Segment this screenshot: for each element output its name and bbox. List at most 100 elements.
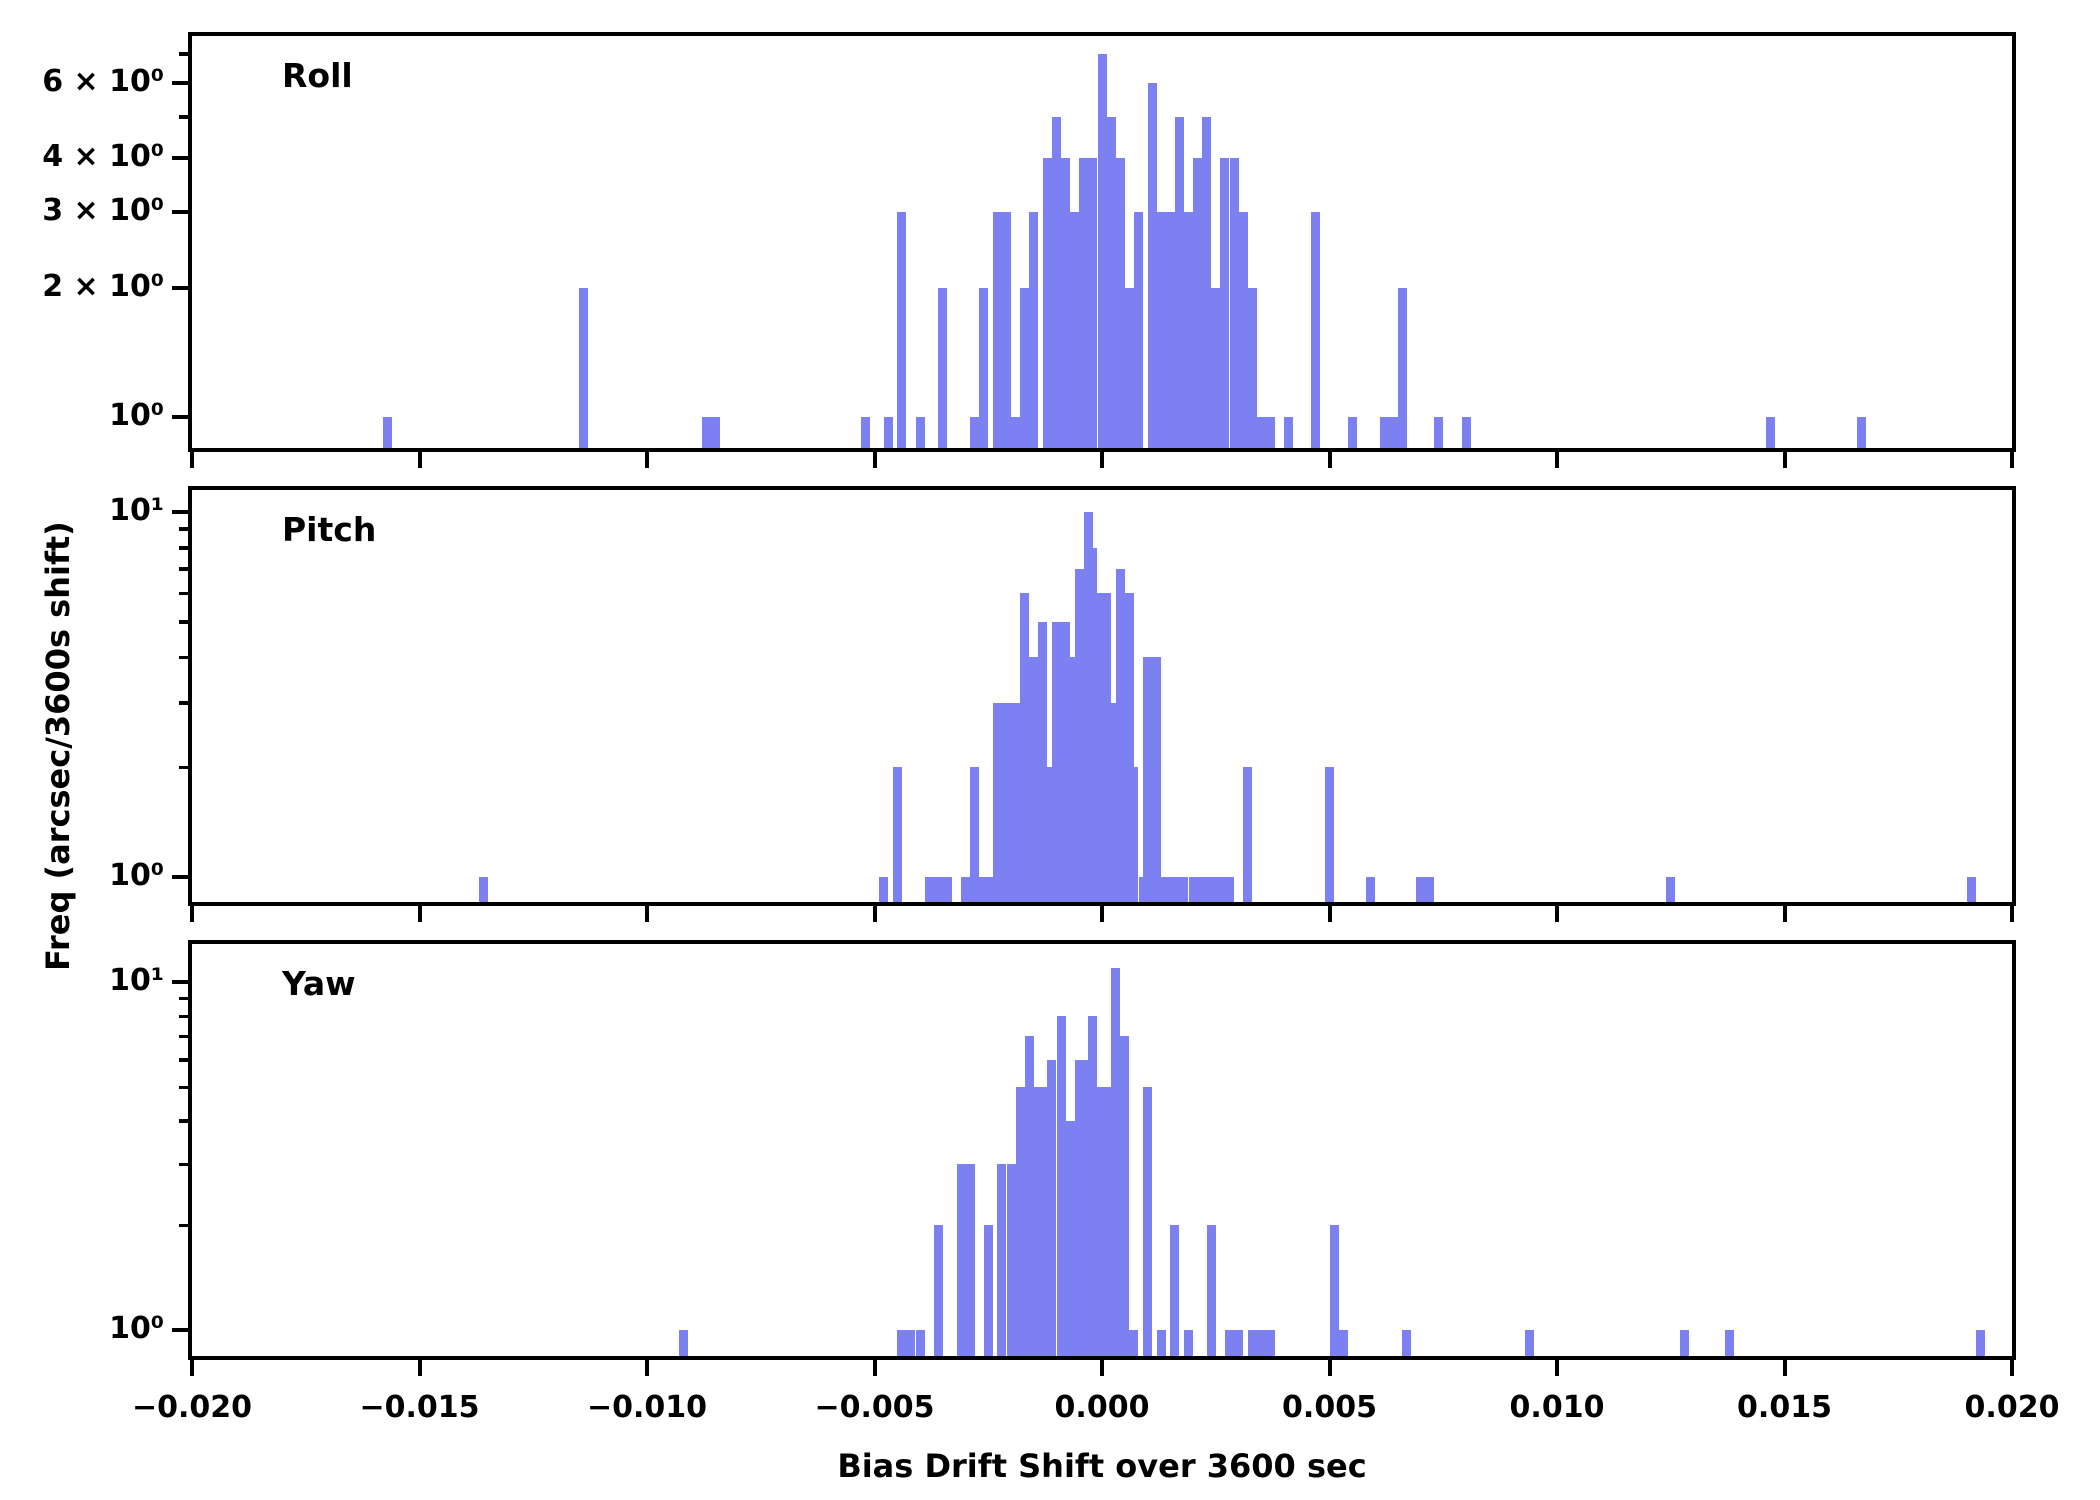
x-tick [417, 906, 422, 922]
histogram-bar [1047, 1059, 1057, 1356]
histogram-bar [1220, 158, 1230, 448]
y-tick [172, 156, 188, 161]
histogram-bar [933, 877, 943, 902]
histogram-bar [1052, 622, 1061, 902]
histogram-bar [1165, 211, 1175, 448]
histogram-bar [1033, 1087, 1043, 1356]
histogram-bar [1065, 1120, 1075, 1356]
histogram-bar [979, 287, 989, 448]
histogram-bar [678, 1330, 688, 1356]
y-tick [172, 980, 188, 985]
histogram-bar [1174, 116, 1184, 448]
y-minor-tick [179, 1034, 188, 1039]
histogram-bar [1079, 1059, 1089, 1356]
x-tick [1100, 906, 1104, 922]
histogram-bar [1397, 287, 1407, 448]
x-tick [645, 1360, 649, 1376]
histogram-bar [938, 287, 948, 448]
y-tick [172, 1328, 188, 1333]
x-tick [872, 906, 877, 922]
histogram-bar [860, 417, 870, 448]
histogram-bar [478, 877, 488, 902]
histogram-bar [1024, 1036, 1034, 1356]
histogram-bar [956, 1164, 966, 1356]
histogram-bar [1020, 593, 1030, 902]
histogram-bar [1152, 657, 1162, 902]
histogram-bar [1247, 1330, 1257, 1356]
y-tick-label: 3 × 10⁰ [42, 192, 164, 228]
histogram-bar [1038, 622, 1048, 902]
histogram-bar [1265, 1330, 1275, 1356]
y-minor-tick [179, 655, 188, 660]
histogram-bar [1029, 211, 1039, 448]
x-tick [1555, 1360, 1559, 1376]
histogram-bar [1093, 593, 1102, 902]
histogram-bar [1001, 211, 1011, 448]
y-tick [172, 209, 188, 214]
histogram-bar [710, 417, 720, 448]
histogram-bar [1083, 512, 1093, 902]
y-minor-tick [179, 527, 188, 531]
histogram-bar [1975, 1330, 1985, 1356]
y-tick [172, 415, 188, 419]
histogram-bar [1129, 1330, 1139, 1356]
histogram-bar [1179, 877, 1189, 902]
y-tick-label: 10¹ [109, 493, 164, 529]
histogram-bar [1047, 767, 1057, 902]
histogram-bar [1265, 417, 1275, 448]
histogram-bar [933, 1225, 943, 1356]
histogram-bar [988, 877, 998, 902]
x-tick-label: 0.005 [1282, 1390, 1377, 1425]
y-minor-tick [179, 1085, 188, 1090]
histogram-bar [1224, 1330, 1234, 1356]
x-tick [645, 452, 649, 468]
histogram-bar [1070, 657, 1080, 902]
histogram-bar [1079, 158, 1089, 448]
histogram-bar [915, 417, 925, 448]
x-tick [1100, 1360, 1104, 1376]
x-tick-label: −0.020 [131, 1390, 253, 1425]
y-minor-tick [179, 1014, 188, 1019]
histogram-bar [1247, 287, 1257, 448]
histogram-bar [1170, 877, 1180, 902]
pitch-bars [192, 490, 2012, 902]
histogram-bar [1088, 158, 1098, 448]
histogram-bar [992, 211, 1002, 448]
y-minor-tick [179, 1058, 188, 1062]
histogram-bar [1366, 877, 1375, 902]
histogram-bar [1143, 657, 1152, 902]
x-tick [2010, 452, 2014, 468]
y-minor-tick [179, 701, 188, 705]
histogram-bar [1679, 1330, 1689, 1356]
histogram-bar [1666, 877, 1676, 902]
histogram-bar [1966, 877, 1976, 902]
histogram-bar [1311, 211, 1321, 448]
histogram-bar [1056, 1016, 1066, 1356]
histogram-bar [1147, 82, 1157, 448]
histogram-bar [1766, 417, 1776, 448]
histogram-bar [1143, 1087, 1152, 1356]
histogram-bar [1156, 1330, 1166, 1356]
y-minor-tick [179, 1162, 188, 1167]
roll-panel-title: Roll [282, 56, 353, 95]
y-tick [172, 510, 188, 515]
y-tick-label: 10⁰ [109, 398, 164, 433]
y-tick [172, 874, 188, 879]
histogram-bar [979, 877, 989, 902]
y-minor-tick [179, 546, 188, 550]
histogram-bar [1202, 116, 1212, 448]
x-tick-label: 0.015 [1737, 1390, 1832, 1425]
histogram-bar [1029, 657, 1039, 902]
histogram-bar [1011, 417, 1021, 448]
yaw-panel-title: Yaw [282, 964, 356, 1003]
histogram-bar [1102, 1087, 1111, 1356]
histogram-bar [1188, 877, 1198, 902]
histogram-bar [1183, 1330, 1193, 1356]
x-axis-label: Bias Drift Shift over 3600 sec [837, 1447, 1367, 1485]
histogram-bar [1097, 53, 1107, 448]
histogram-bar [897, 211, 907, 448]
histogram-bar [965, 1164, 975, 1356]
histogram-bar [992, 702, 1002, 902]
histogram-bar [1120, 593, 1130, 902]
histogram-bar [1211, 287, 1221, 448]
